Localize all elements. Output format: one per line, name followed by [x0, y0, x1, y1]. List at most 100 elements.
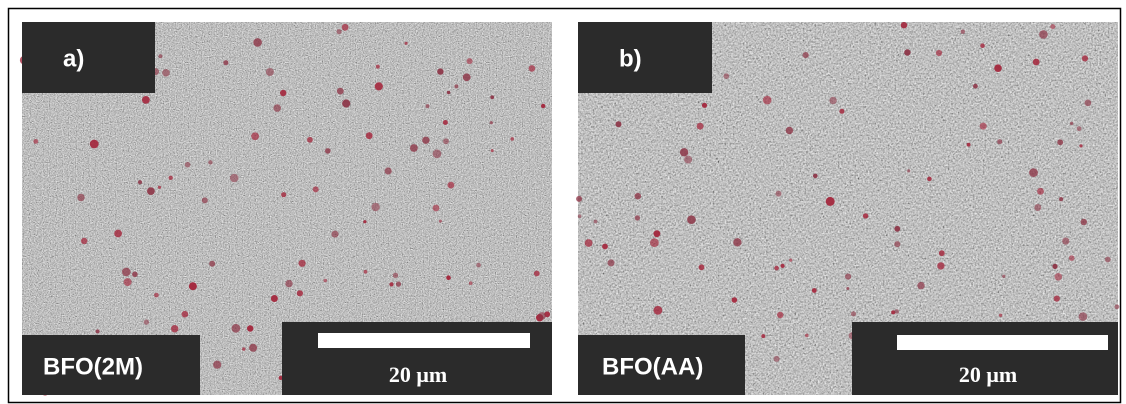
- red-particle: [1037, 188, 1044, 195]
- scale-bar: [897, 335, 1108, 350]
- scale-bar: [318, 333, 530, 348]
- red-particle: [366, 132, 373, 139]
- red-particle: [1002, 275, 1005, 278]
- red-particle: [578, 214, 582, 218]
- red-particle: [422, 137, 429, 144]
- red-particle: [281, 192, 286, 197]
- red-particle: [273, 104, 281, 112]
- red-particle: [1057, 139, 1063, 145]
- red-particle: [1059, 197, 1063, 201]
- red-particle: [299, 260, 306, 267]
- red-particle: [448, 182, 455, 189]
- red-particle: [846, 287, 849, 290]
- red-particle: [171, 325, 178, 332]
- red-particle: [213, 361, 221, 369]
- red-particle: [635, 193, 642, 200]
- red-particle: [732, 297, 738, 303]
- red-particle: [144, 319, 149, 324]
- red-particle: [247, 325, 253, 331]
- red-particle: [393, 273, 398, 278]
- red-particle: [654, 230, 661, 237]
- red-particle: [124, 278, 132, 286]
- red-particle: [324, 279, 328, 283]
- red-particle: [77, 194, 84, 201]
- red-particle: [786, 127, 793, 134]
- red-particle: [297, 290, 303, 296]
- red-particle: [697, 123, 704, 130]
- red-particle: [1079, 144, 1082, 147]
- red-particle: [376, 65, 380, 69]
- red-particle: [917, 282, 924, 289]
- red-particle: [980, 123, 987, 130]
- red-particle: [894, 226, 900, 232]
- red-particle: [851, 311, 856, 316]
- red-particle: [529, 65, 536, 72]
- red-particle: [1062, 238, 1069, 245]
- red-particle: [396, 282, 401, 287]
- red-particle: [439, 220, 442, 223]
- red-particle: [230, 174, 239, 183]
- red-particle: [202, 197, 208, 203]
- red-particle: [132, 272, 138, 278]
- red-particle: [594, 220, 598, 224]
- red-particle: [687, 215, 696, 224]
- red-particle: [114, 230, 122, 238]
- red-particle: [371, 203, 379, 211]
- red-particle: [702, 103, 707, 108]
- red-particle: [81, 238, 87, 244]
- red-particle: [1034, 204, 1041, 211]
- red-particle: [280, 90, 286, 96]
- red-particle: [1079, 312, 1088, 321]
- sample-label: BFO(AA): [602, 353, 703, 380]
- red-particle: [162, 69, 170, 77]
- red-particle: [901, 22, 907, 28]
- red-particle: [447, 91, 450, 94]
- red-particle: [1085, 100, 1092, 107]
- red-particle: [443, 138, 449, 144]
- red-particle: [208, 160, 212, 164]
- red-particle: [463, 73, 471, 81]
- red-particle: [122, 268, 131, 277]
- red-particle: [680, 148, 688, 156]
- red-particle: [249, 344, 257, 352]
- red-particle: [602, 244, 608, 250]
- red-particle: [33, 139, 38, 144]
- red-particle: [189, 282, 197, 290]
- red-particle: [781, 264, 785, 268]
- red-particle: [510, 137, 514, 141]
- red-particle: [476, 263, 481, 268]
- red-particle: [433, 205, 440, 212]
- red-particle: [410, 144, 418, 152]
- red-particle: [332, 231, 339, 238]
- red-particle: [813, 174, 818, 179]
- red-particle: [684, 156, 692, 164]
- label-box: [22, 22, 155, 93]
- red-particle: [776, 191, 782, 197]
- red-particle: [774, 356, 780, 362]
- red-particle: [1082, 55, 1088, 61]
- red-particle: [789, 259, 792, 262]
- red-particle: [90, 140, 99, 149]
- red-particle: [154, 293, 159, 298]
- red-particle: [96, 329, 100, 333]
- red-particle: [541, 104, 545, 108]
- red-particle: [994, 64, 1002, 72]
- red-particle: [426, 104, 430, 108]
- red-particle: [1050, 24, 1055, 29]
- red-particle: [285, 280, 292, 287]
- red-particle: [385, 167, 392, 174]
- red-particle: [1081, 219, 1087, 225]
- red-particle: [337, 29, 342, 34]
- red-particle: [1029, 168, 1038, 177]
- red-particle: [939, 250, 945, 256]
- red-particle: [307, 137, 313, 143]
- red-particle: [1054, 296, 1060, 302]
- red-particle: [242, 347, 245, 350]
- label-box: [578, 22, 712, 93]
- red-particle: [1033, 59, 1040, 66]
- red-particle: [142, 96, 150, 104]
- red-particle: [863, 213, 868, 218]
- red-particle: [375, 82, 383, 90]
- scale-label: 20 μm: [959, 362, 1017, 387]
- red-particle: [733, 238, 741, 246]
